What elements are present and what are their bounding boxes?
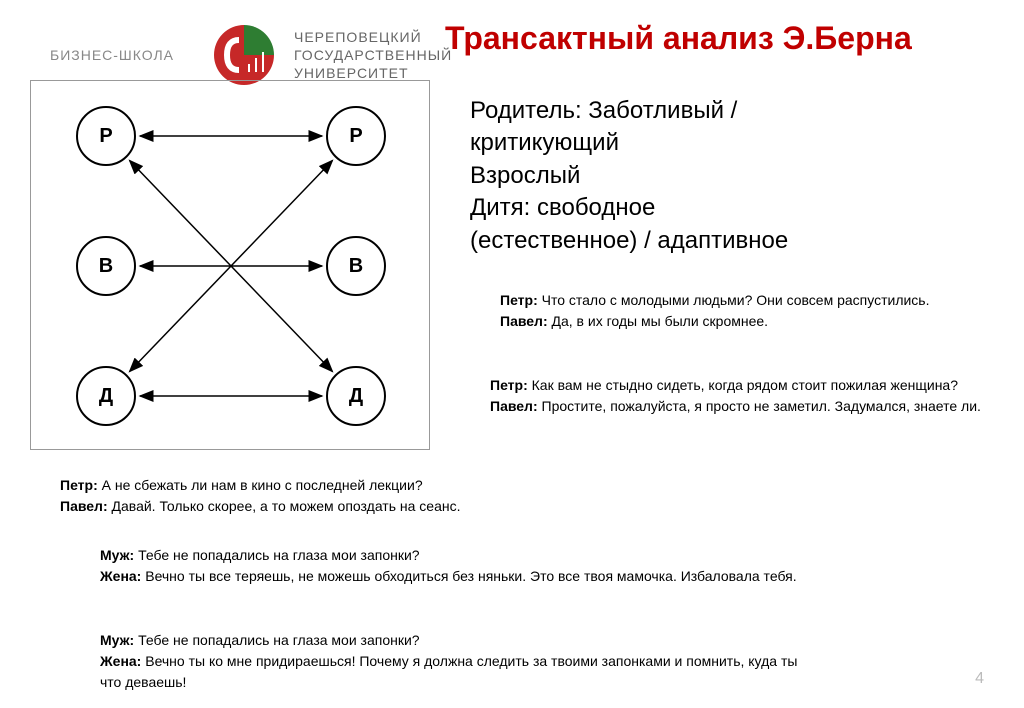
dialogue-line: Петр: А не сбежать ли нам в кино с после… (60, 475, 560, 496)
dialogue-line: Жена: Вечно ты все теряешь, не можешь об… (100, 566, 820, 587)
dialogue-line: Павел: Простите, пожалуйста, я просто не… (490, 396, 1010, 417)
dialogue-line: Павел: Да, в их годы мы были скромнее. (500, 311, 1000, 332)
uni-line1: ЧЕРЕПОВЕЦКИЙ (294, 28, 452, 46)
ego-state-node: В (76, 236, 136, 296)
ego-state-node: В (326, 236, 386, 296)
def-line: Взрослый (470, 160, 788, 192)
university-name: ЧЕРЕПОВЕЦКИЙ ГОСУДАРСТВЕННЫЙ УНИВЕРСИТЕТ (294, 28, 452, 83)
def-line: (естественное) / адаптивное (470, 225, 788, 257)
transaction-diagram: Р Р В В Д Д (30, 80, 430, 450)
dialogue-line: Муж: Тебе не попадались на глаза мои зап… (100, 630, 820, 651)
dialogue-line: Петр: Как вам не стыдно сидеть, когда ря… (490, 375, 1010, 396)
ego-state-node: Д (326, 366, 386, 426)
uni-line2: ГОСУДАРСТВЕННЫЙ (294, 46, 452, 64)
def-line: критикующий (470, 127, 788, 159)
ego-state-node: Р (326, 106, 386, 166)
dialogue-line: Павел: Давай. Только скорее, а то можем … (60, 496, 560, 517)
dialogue-line: Жена: Вечно ты ко мне придираешься! Поче… (100, 651, 820, 693)
ego-state-node: Д (76, 366, 136, 426)
dialogue-line: Петр: Что стало с молодыми людьми? Они с… (500, 290, 1000, 311)
business-school-label: БИЗНЕС-ШКОЛА (50, 47, 174, 63)
ego-state-node: Р (76, 106, 136, 166)
definitions-text: Родитель: Заботливый / критикующий Взрос… (470, 95, 788, 257)
dialogue-block: Муж: Тебе не попадались на глаза мои зап… (100, 630, 820, 693)
def-line: Дитя: свободное (470, 192, 788, 224)
dialogue-block: Петр: А не сбежать ли нам в кино с после… (60, 475, 560, 517)
dialogue-block: Муж: Тебе не попадались на глаза мои зап… (100, 545, 820, 587)
page-number: 4 (975, 670, 984, 688)
dialogue-block: Петр: Как вам не стыдно сидеть, когда ря… (490, 375, 1010, 417)
dialogue-line: Муж: Тебе не попадались на глаза мои зап… (100, 545, 820, 566)
dialogue-block: Петр: Что стало с молодыми людьми? Они с… (500, 290, 1000, 332)
page-title: Трансактный анализ Э.Берна (445, 20, 912, 57)
def-line: Родитель: Заботливый / (470, 95, 788, 127)
